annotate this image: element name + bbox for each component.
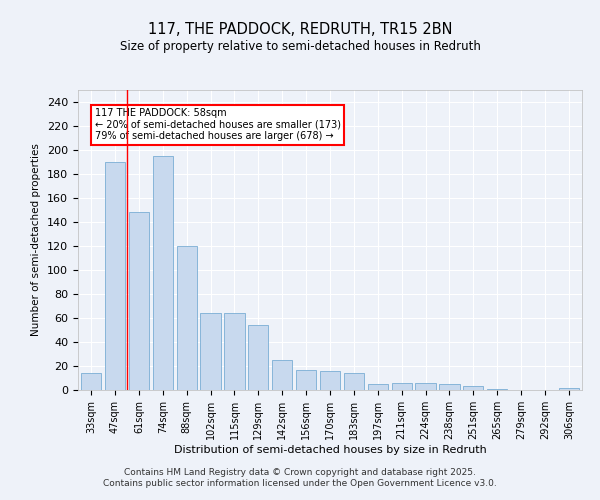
Bar: [344, 373, 364, 390]
Bar: [559, 388, 579, 390]
Bar: [392, 383, 412, 390]
Bar: [272, 360, 292, 390]
Text: Contains HM Land Registry data © Crown copyright and database right 2025.
Contai: Contains HM Land Registry data © Crown c…: [103, 468, 497, 487]
Bar: [296, 370, 316, 390]
Bar: [368, 384, 388, 390]
Bar: [487, 389, 508, 390]
Bar: [105, 162, 125, 390]
Bar: [320, 371, 340, 390]
Text: 117 THE PADDOCK: 58sqm
← 20% of semi-detached houses are smaller (173)
79% of se: 117 THE PADDOCK: 58sqm ← 20% of semi-det…: [95, 108, 341, 141]
Bar: [248, 325, 268, 390]
X-axis label: Distribution of semi-detached houses by size in Redruth: Distribution of semi-detached houses by …: [173, 444, 487, 454]
Bar: [129, 212, 149, 390]
Bar: [176, 246, 197, 390]
Bar: [152, 156, 173, 390]
Bar: [81, 373, 101, 390]
Bar: [200, 313, 221, 390]
Text: Size of property relative to semi-detached houses in Redruth: Size of property relative to semi-detach…: [119, 40, 481, 53]
Bar: [463, 386, 484, 390]
Bar: [415, 383, 436, 390]
Text: 117, THE PADDOCK, REDRUTH, TR15 2BN: 117, THE PADDOCK, REDRUTH, TR15 2BN: [148, 22, 452, 38]
Y-axis label: Number of semi-detached properties: Number of semi-detached properties: [31, 144, 41, 336]
Bar: [439, 384, 460, 390]
Bar: [224, 313, 245, 390]
